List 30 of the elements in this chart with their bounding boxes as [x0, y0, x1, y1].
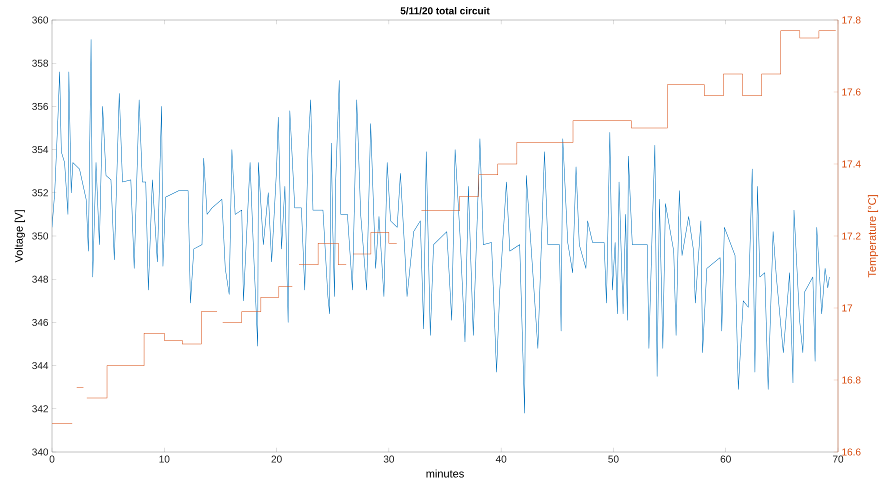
y-tick-label: 358 — [32, 60, 48, 67]
x-axis-title: minutes — [426, 469, 464, 478]
x-tick-label: 30 — [384, 456, 394, 463]
y2-tick-label: 16.6 — [842, 448, 861, 456]
y-tick-label: 344 — [32, 362, 48, 370]
y-tick-label: 348 — [32, 276, 48, 283]
y2-axis-title: Temperature [°C] — [868, 195, 878, 278]
y-tick-label: 352 — [32, 189, 48, 196]
x-tick-label: 20 — [272, 456, 282, 463]
x-tick-label: 40 — [496, 456, 506, 463]
y-tick-label: 360 — [32, 16, 48, 24]
y2-tick-label: 17 — [842, 304, 852, 312]
y-tick-label: 350 — [32, 232, 48, 240]
chart-title: 5/11/20 total circuit — [400, 7, 490, 14]
y-tick-label: 340 — [32, 448, 48, 456]
x-tick-label: 0 — [50, 456, 54, 463]
y-tick-label: 342 — [32, 405, 48, 412]
x-tick-label: 70 — [832, 456, 844, 463]
x-tick-label: 10 — [159, 456, 170, 463]
y-axis-title: Voltage [V] — [14, 210, 25, 263]
x-tick-label: 60 — [720, 456, 731, 463]
y-tick-label: 354 — [32, 146, 48, 154]
y2-tick-label: 17.4 — [842, 160, 861, 168]
y-tick-label: 346 — [32, 318, 48, 326]
y2-tick-label: 16.8 — [842, 376, 861, 384]
x-tick-label: 50 — [608, 456, 619, 463]
y2-tick-label: 17.2 — [842, 232, 860, 240]
y2-tick-label: 17.8 — [842, 16, 861, 24]
y2-tick-label: 17.6 — [842, 88, 861, 96]
y-tick-label: 356 — [32, 102, 48, 110]
